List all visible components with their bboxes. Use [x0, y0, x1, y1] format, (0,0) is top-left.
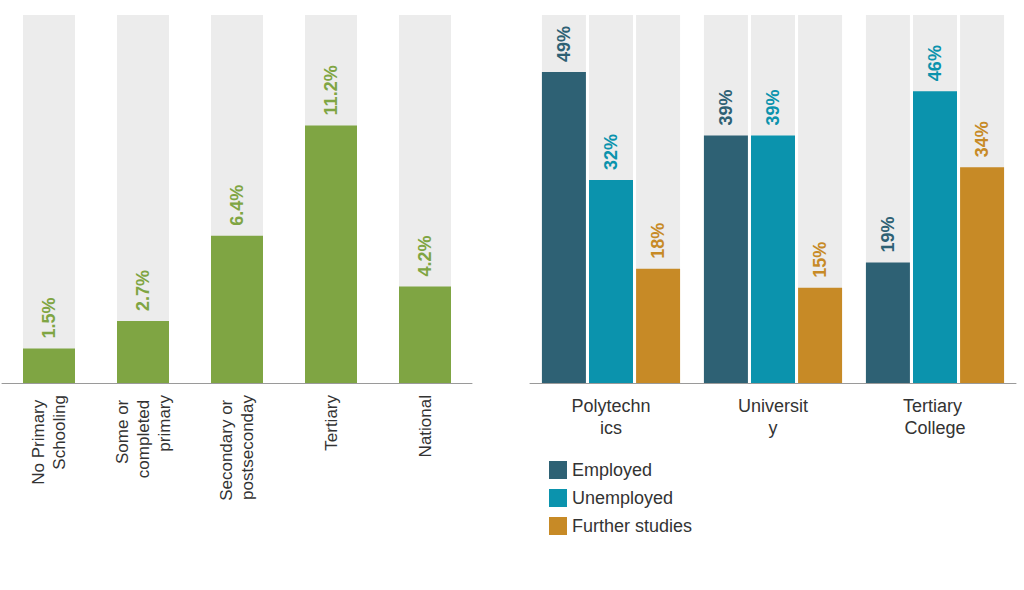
svg-text:Employed: Employed [572, 460, 652, 480]
svg-text:ics: ics [600, 418, 622, 438]
svg-text:No Primary: No Primary [29, 395, 48, 485]
svg-text:11.2%: 11.2% [321, 65, 341, 115]
svg-text:Some or: Some or [113, 395, 132, 464]
svg-text:46%: 46% [925, 45, 945, 81]
svg-text:Secondary or: Secondary or [217, 395, 236, 501]
svg-text:Further studies: Further studies [572, 516, 692, 536]
svg-text:postseconday: postseconday [238, 395, 257, 500]
svg-text:Tertiary: Tertiary [903, 396, 967, 416]
svg-text:34%: 34% [972, 121, 992, 157]
svg-text:39%: 39% [763, 90, 783, 126]
svg-text:Universit: Universit [738, 396, 808, 416]
svg-text:2.7%: 2.7% [133, 270, 153, 311]
svg-text:32%: 32% [601, 134, 621, 170]
svg-text:Unemployed: Unemployed [572, 488, 673, 508]
svg-text:18%: 18% [648, 223, 668, 259]
svg-text:Polytechn: Polytechn [571, 396, 650, 416]
svg-text:primary: primary [155, 395, 174, 452]
svg-text:National: National [416, 395, 435, 457]
svg-text:y: y [769, 418, 778, 438]
svg-text:College: College [904, 418, 965, 438]
svg-text:6.4%: 6.4% [227, 185, 247, 226]
svg-text:15%: 15% [810, 242, 830, 278]
svg-text:19%: 19% [878, 216, 898, 252]
svg-text:4.2%: 4.2% [415, 235, 435, 276]
svg-text:39%: 39% [716, 90, 736, 126]
svg-text:1.5%: 1.5% [39, 297, 59, 338]
svg-text:49%: 49% [554, 26, 574, 62]
svg-text:Tertiary: Tertiary [322, 395, 341, 451]
svg-text:completed: completed [134, 395, 153, 478]
svg-text:Schooling: Schooling [50, 395, 69, 470]
